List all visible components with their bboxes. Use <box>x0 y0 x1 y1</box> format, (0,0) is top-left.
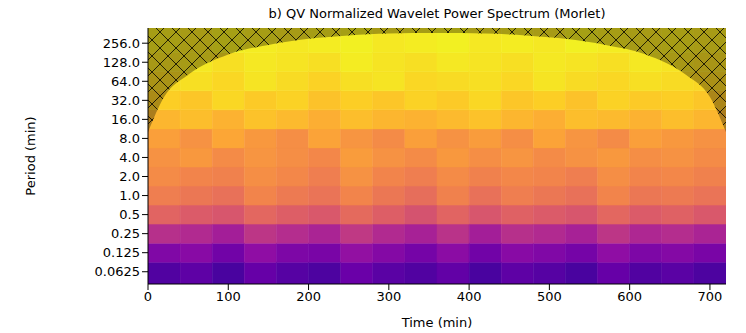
svg-text:Period (min): Period (min) <box>23 116 38 195</box>
svg-text:0.125: 0.125 <box>103 245 140 260</box>
svg-text:100: 100 <box>216 289 241 304</box>
svg-text:0.25: 0.25 <box>111 226 140 241</box>
html-text:b) QV Normalized Wavelet Power: b) QV Normalized Wavelet Power Spectrum … <box>268 6 606 21</box>
svg-text:500: 500 <box>537 289 562 304</box>
svg-text:0: 0 <box>144 289 152 304</box>
svg-text:4.0: 4.0 <box>119 150 140 165</box>
svg-text:0.5: 0.5 <box>119 207 140 222</box>
svg-text:200: 200 <box>296 289 321 304</box>
svg-text:1.0: 1.0 <box>119 188 140 203</box>
svg-text:32.0: 32.0 <box>111 93 140 108</box>
svg-text:0.0625: 0.0625 <box>95 264 141 279</box>
svg-text:2.0: 2.0 <box>119 169 140 184</box>
svg-text:8.0: 8.0 <box>119 131 140 146</box>
svg-text:700: 700 <box>698 289 723 304</box>
svg-text:600: 600 <box>617 289 642 304</box>
svg-text:128.0: 128.0 <box>103 55 140 70</box>
svg-text:400: 400 <box>457 289 482 304</box>
svg-text:16.0: 16.0 <box>111 112 140 127</box>
svg-text:256.0: 256.0 <box>103 36 140 51</box>
svg-text:Time (min): Time (min) <box>401 315 473 330</box>
svg-text:64.0: 64.0 <box>111 74 140 89</box>
svg-text:300: 300 <box>376 289 401 304</box>
